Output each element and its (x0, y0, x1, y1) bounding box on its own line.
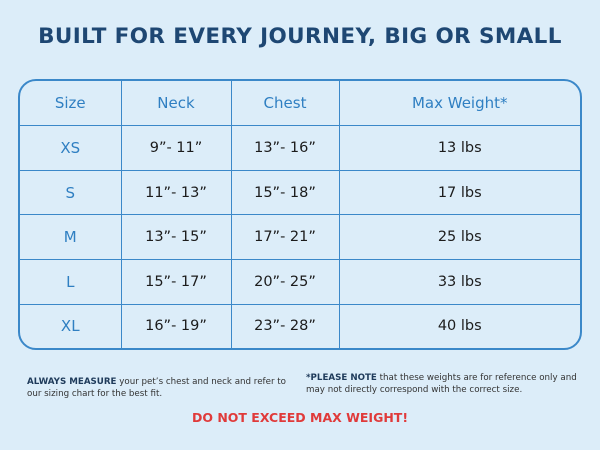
neck-cell: 15”- 17” (120, 259, 232, 305)
max-weight-cell: 25 lbs (338, 214, 580, 261)
weight-note-text: that these weights are for reference onl… (306, 373, 577, 395)
table-header-row: Size Neck Chest Max Weight* (20, 81, 580, 126)
size-cell: XS (20, 125, 122, 171)
chest-cell: 23”- 28” (230, 303, 340, 348)
chest-cell: 13”- 16” (230, 125, 340, 171)
size-cell: S (20, 169, 122, 216)
header-chest: Chest (230, 81, 340, 126)
header-max-weight: Max Weight* (338, 81, 580, 126)
max-weight-cell: 17 lbs (338, 169, 580, 216)
size-table: Size Neck Chest Max Weight* XS 9”- 11” 1… (20, 81, 580, 348)
max-weight-cell: 33 lbs (338, 259, 580, 305)
table-row: L 15”- 17” 20”- 25” 33 lbs (20, 259, 580, 305)
neck-cell: 9”- 11” (120, 125, 232, 171)
page-title: BUILT FOR EVERY JOURNEY, BIG OR SMALL (38, 24, 562, 49)
header-neck: Neck (120, 81, 232, 126)
header-size: Size (20, 81, 122, 126)
neck-cell: 16”- 19” (120, 303, 232, 348)
chest-cell: 17”- 21” (230, 214, 340, 261)
size-cell: M (20, 214, 122, 261)
table-row: XL 16”- 19” 23”- 28” 40 lbs (20, 303, 580, 348)
weight-note-emphasis: *PLEASE NOTE (306, 373, 377, 383)
chest-cell: 20”- 25” (230, 259, 340, 305)
measure-note-emphasis: ALWAYS MEASURE (27, 377, 117, 387)
neck-cell: 11”- 13” (120, 169, 232, 216)
table-row: XS 9”- 11” 13”- 16” 13 lbs (20, 125, 580, 171)
max-weight-cell: 13 lbs (338, 125, 580, 171)
neck-cell: 13”- 15” (120, 214, 232, 261)
measure-note-text: your pet’s chest and neck and refer to o… (27, 377, 286, 399)
max-weight-cell: 40 lbs (338, 303, 580, 348)
table-row: S 11”- 13” 15”- 18” 17 lbs (20, 169, 580, 216)
table-row: M 13”- 15” 17”- 21” 25 lbs (20, 214, 580, 261)
chest-cell: 15”- 18” (230, 169, 340, 216)
max-weight-warning: DO NOT EXCEED MAX WEIGHT! (191, 410, 409, 425)
weight-reference-note: *PLEASE NOTE that these weights are for … (306, 372, 586, 396)
size-chart: Size Neck Chest Max Weight* XS 9”- 11” 1… (18, 79, 582, 350)
size-cell: L (20, 259, 122, 305)
measure-note: ALWAYS MEASURE your pet’s chest and neck… (27, 376, 292, 400)
size-cell: XL (20, 303, 122, 348)
